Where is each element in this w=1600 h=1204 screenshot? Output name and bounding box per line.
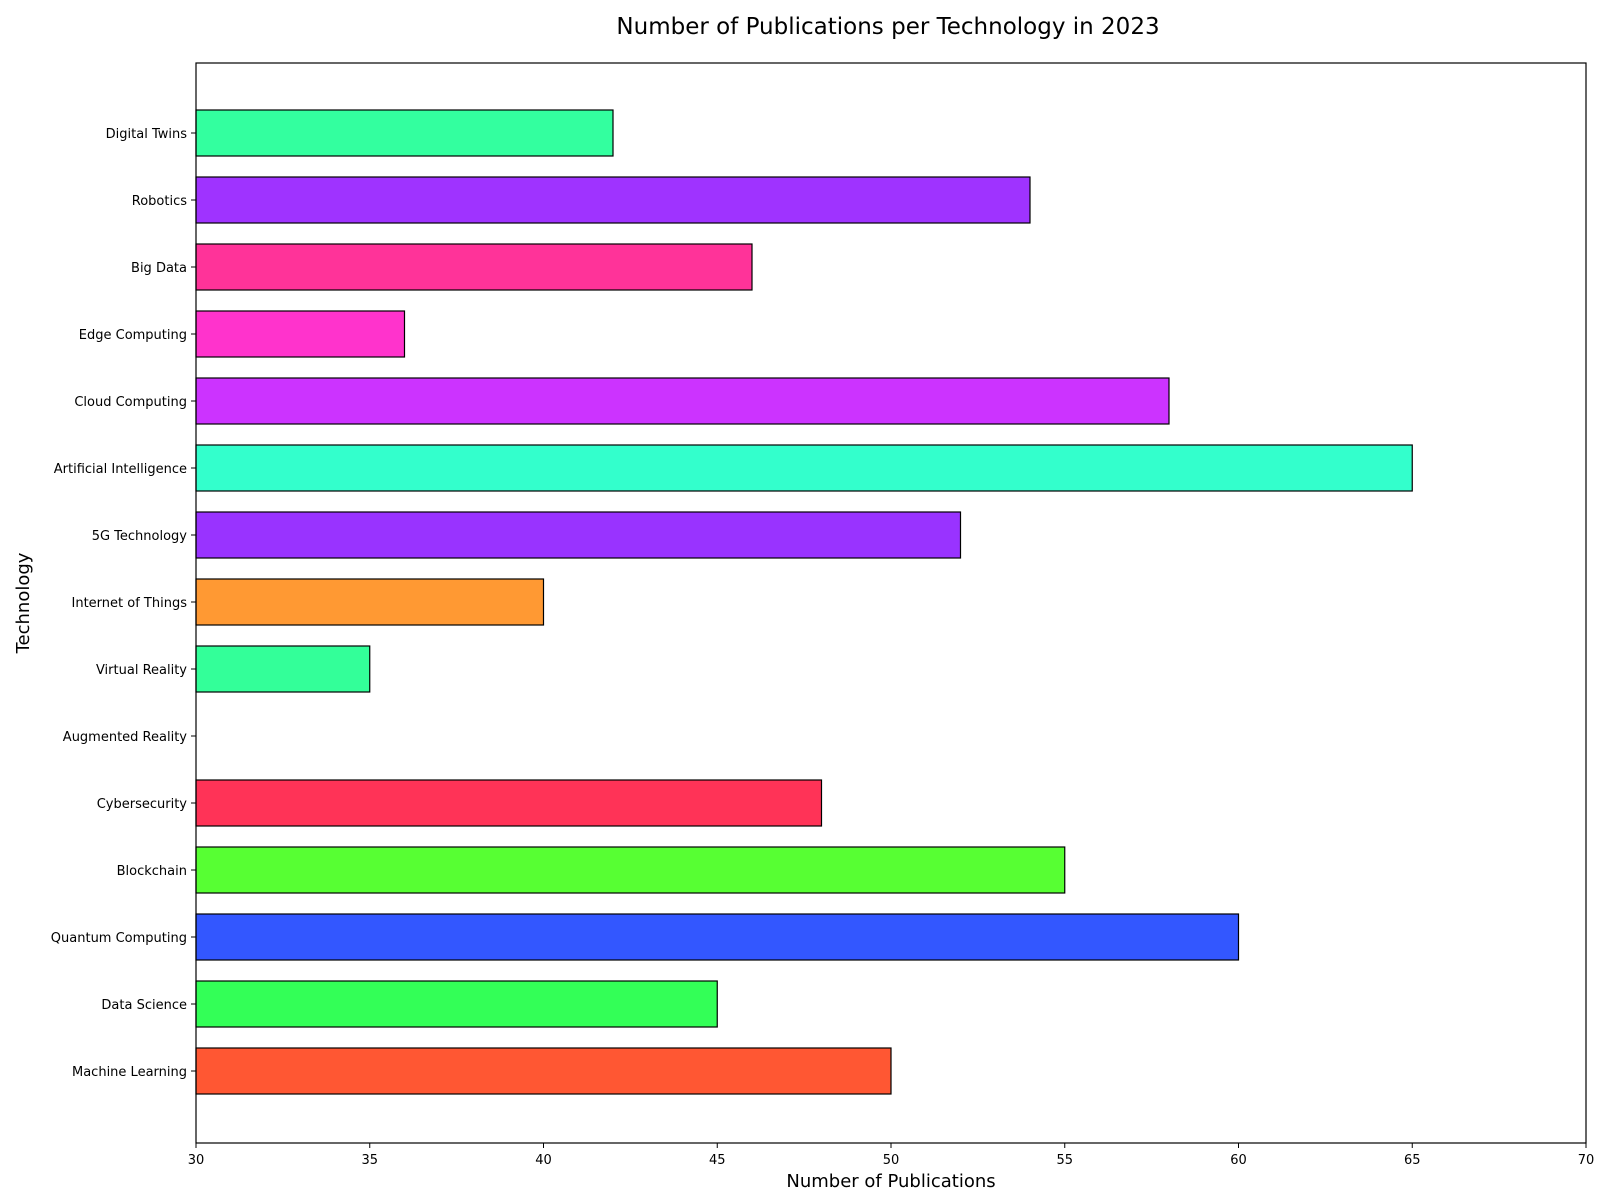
y-tick-label: Blockchain [117, 864, 187, 879]
bar-5g-technology [195, 511, 962, 559]
x-tick-label: 60 [1230, 1153, 1247, 1168]
y-axis-label: Technology [13, 552, 34, 654]
y-tick-label: 5G Technology [92, 529, 188, 544]
y-tick-label: Digital Twins [106, 127, 188, 142]
y-tick-label: Artificial Intelligence [54, 462, 187, 477]
bars-group [195, 109, 1413, 1095]
y-tick-label: Internet of Things [72, 596, 188, 611]
x-tick-label: 55 [1056, 1153, 1073, 1168]
bar-data-science [195, 980, 718, 1028]
y-axis-ticks: Machine Learning Data Science Quantum Comp… [51, 127, 196, 1080]
y-tick-label: Edge Computing [79, 328, 187, 343]
x-tick-label: 40 [535, 1153, 552, 1168]
y-tick-label: Quantum Computing [51, 931, 187, 946]
x-tick-label: 30 [188, 1153, 205, 1168]
y-tick-label: Augmented Reality [63, 730, 187, 745]
x-tick-label: 65 [1404, 1153, 1421, 1168]
bar-edge-computing [195, 310, 406, 358]
x-axis-label: Number of Publications [786, 1171, 995, 1192]
bar-virtual-reality [195, 645, 371, 693]
bar-artificial-intelligence [195, 444, 1413, 492]
x-tick-label: 45 [709, 1153, 726, 1168]
bar-digital-twins [195, 109, 614, 157]
bar-blockchain [195, 846, 1066, 894]
chart-title: Number of Publications per Technology in… [616, 14, 1159, 40]
y-tick-label: Data Science [101, 998, 187, 1013]
bar-cloud-computing [195, 377, 1170, 425]
bar-quantum-computing [195, 913, 1240, 961]
bar-big-data [195, 243, 753, 291]
x-tick-label: 50 [883, 1153, 900, 1168]
bar-internet-of-things [195, 578, 545, 626]
x-tick-label: 35 [361, 1153, 378, 1168]
y-tick-label: Robotics [132, 194, 187, 209]
bar-machine-learning [195, 1047, 892, 1095]
y-tick-label: Virtual Reality [96, 663, 187, 678]
bar-cybersecurity [195, 779, 823, 827]
y-tick-label: Cloud Computing [74, 395, 187, 410]
bar-robotics [195, 176, 1031, 224]
x-tick-label: 70 [1578, 1153, 1595, 1168]
y-tick-label: Cybersecurity [97, 797, 188, 812]
y-tick-label: Machine Learning [72, 1065, 187, 1080]
y-tick-label: Big Data [131, 261, 187, 276]
x-axis-ticks: 30 35 40 45 50 55 60 65 70 [188, 1143, 1595, 1168]
